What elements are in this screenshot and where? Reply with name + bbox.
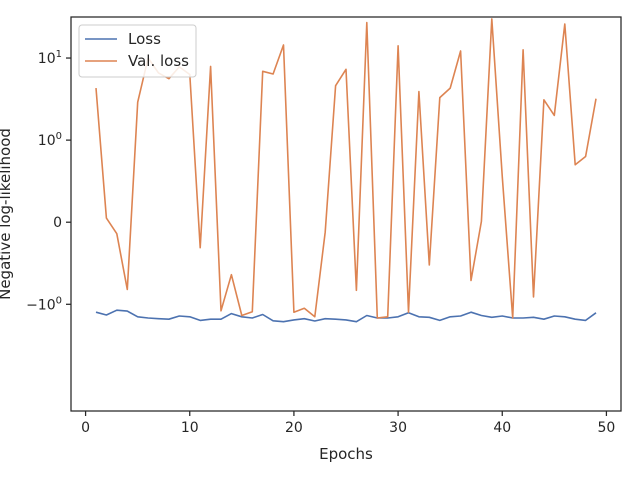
x-tick-label: 50 xyxy=(598,420,616,436)
plot-frame xyxy=(70,16,622,412)
axes: 0 10 20 30 40 50 101 100 0 −100 xyxy=(26,49,615,436)
x-tick-label: 10 xyxy=(181,420,199,436)
legend-label-val-loss: Val. loss xyxy=(128,52,189,70)
x-tick-label: 0 xyxy=(81,420,90,436)
x-tick-label: 40 xyxy=(493,420,511,436)
x-tick-label: 30 xyxy=(389,420,407,436)
y-tick-label: 101 xyxy=(38,49,62,67)
legend: Loss Val. loss xyxy=(78,24,197,78)
x-axis-label: Epochs xyxy=(319,445,373,463)
y-axis-label: Negative log-likelihood xyxy=(0,128,14,300)
y-tick-label: −100 xyxy=(26,295,62,313)
legend-label-loss: Loss xyxy=(128,30,161,48)
y-tick-label: 100 xyxy=(38,131,62,149)
y-tick-label: 0 xyxy=(53,215,62,231)
x-tick-label: 20 xyxy=(285,420,303,436)
legend-frame xyxy=(78,24,197,78)
